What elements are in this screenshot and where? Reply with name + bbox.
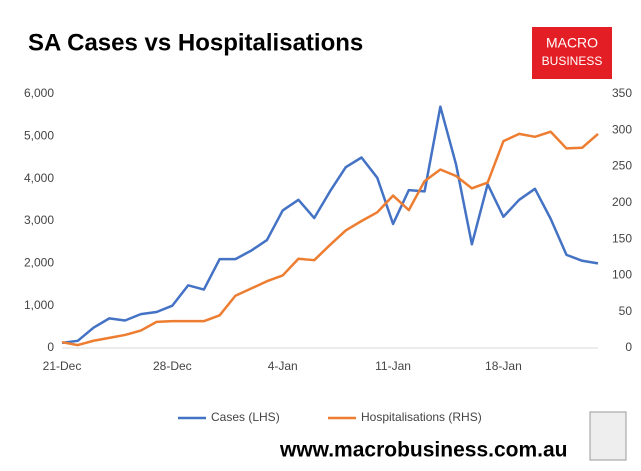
- y-tick-label: 6,000: [24, 86, 54, 100]
- x-tick-label: 21-Dec: [43, 359, 82, 373]
- logo-text: BUSINESS: [542, 54, 603, 68]
- logo-text: MACRO: [546, 35, 598, 51]
- logo: [532, 27, 612, 79]
- y2-tick-label: 300: [612, 122, 632, 136]
- y2-tick-label: 200: [612, 195, 632, 209]
- footer: www.macrobusiness.com.au: [279, 439, 567, 462]
- x-tick-label: 28-Dec: [153, 359, 192, 373]
- y2-tick-label: 100: [612, 268, 632, 282]
- legend-label: Hospitalisations (RHS): [361, 410, 482, 424]
- y-tick-label: 2,000: [24, 256, 54, 270]
- wolf-icon: [589, 411, 627, 461]
- series-line: [61, 105, 599, 345]
- y-tick-label: 3,000: [24, 213, 54, 227]
- x-tick-label: 11-Jan: [375, 359, 411, 373]
- x-tick-label: 18-Jan: [485, 359, 522, 373]
- series-line: [61, 130, 599, 347]
- y2-tick-label: 50: [619, 304, 633, 318]
- y-tick-label: 0: [47, 340, 54, 354]
- y-tick-label: 4,000: [24, 171, 54, 185]
- legend-label: Cases (LHS): [211, 410, 280, 424]
- chart-title: SA Cases vs Hospitalisations: [28, 29, 363, 56]
- y2-tick-label: 0: [625, 340, 632, 354]
- y2-tick-label: 350: [612, 86, 632, 100]
- y2-tick-label: 150: [612, 231, 632, 245]
- y-tick-label: 1,000: [24, 298, 54, 312]
- y2-tick-label: 250: [612, 159, 632, 173]
- y-tick-label: 5,000: [24, 129, 54, 143]
- x-tick-label: 4-Jan: [268, 359, 298, 373]
